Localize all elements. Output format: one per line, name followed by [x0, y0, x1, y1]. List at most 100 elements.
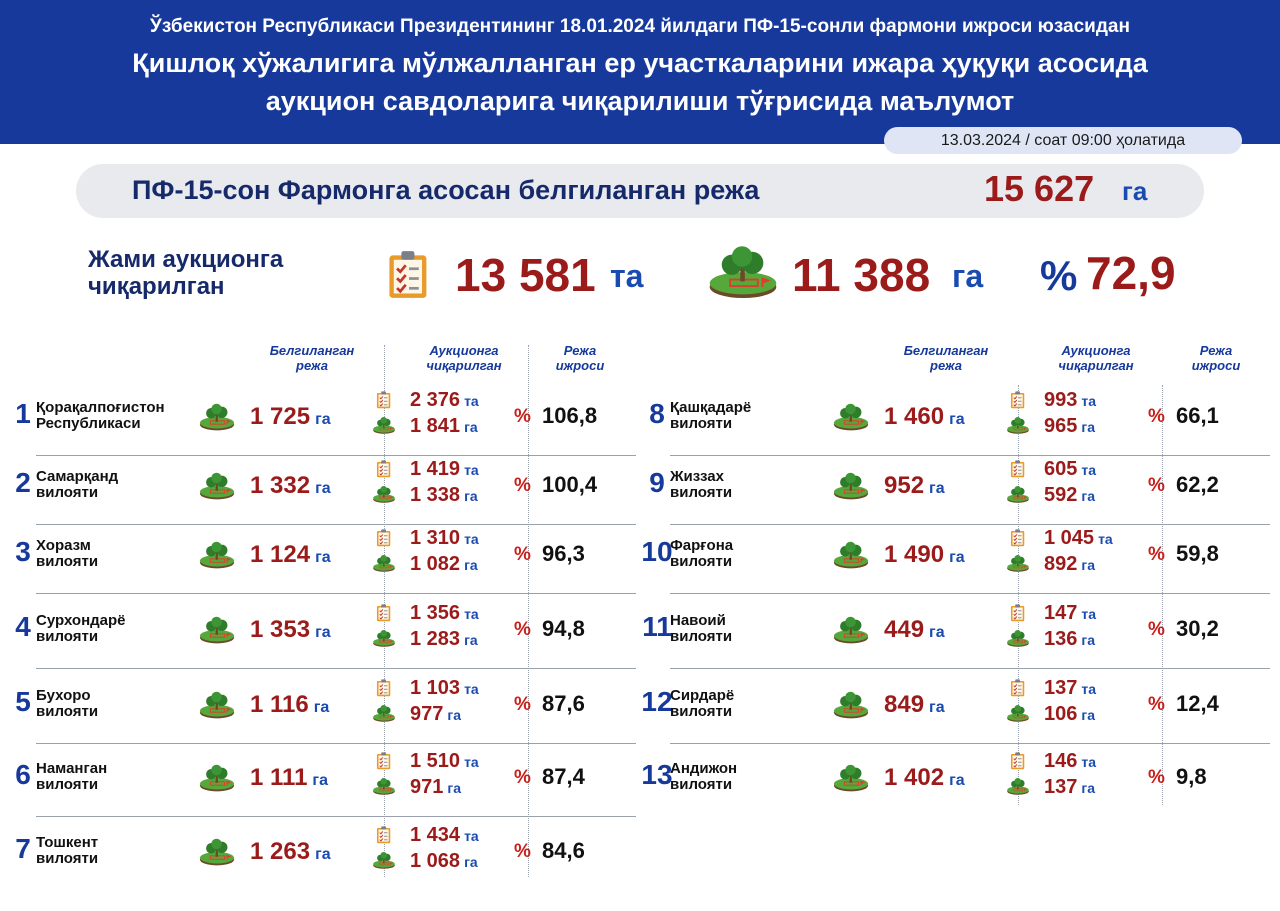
land-plot-icon — [198, 615, 236, 647]
region-row: 2 Самарқанд вилояти 1 332 га 1 419 та 1 338 га% 1… — [6, 452, 646, 525]
region-row: 12 Сирдарё вилояти 849 га 137 та 106 га% 12,4 — [640, 671, 1280, 744]
plan-area: 952 га — [884, 472, 945, 499]
region-row: 5 Бухоро вилояти 1 116 га 1 103 та 977 га% 87,6 — [6, 671, 646, 744]
land-plot-icon — [372, 555, 396, 573]
plan-area: 1 116 га — [250, 691, 330, 718]
total-area-value: 11 388 — [792, 249, 931, 301]
auction-area: 1 068 га — [410, 850, 478, 872]
total-auction-label: Жами аукционга чиқарилган — [88, 246, 284, 300]
land-plot-icon — [372, 630, 396, 648]
row-divider — [670, 743, 1270, 744]
land-plot-icon — [372, 486, 396, 504]
auction-count: 1 356 та — [410, 602, 479, 624]
region-name: Жиззах вилояти — [670, 468, 733, 501]
land-plot-icon — [1006, 555, 1030, 573]
land-plot-icon — [198, 837, 236, 869]
column-divider — [1018, 385, 1019, 805]
region-row: 9 Жиззах вилояти 952 га 605 та 592 га% 62,2 — [640, 452, 1280, 525]
row-number: 11 — [642, 611, 672, 642]
land-plot-icon — [372, 705, 396, 723]
auction-count: 146 та — [1044, 750, 1097, 772]
land-plot-icon — [372, 778, 396, 796]
page-title-line1: Қишлоқ хўжалигига мўлжалланган ер участк… — [132, 48, 1148, 78]
total-percent-value: 72,9 — [1086, 247, 1176, 299]
checklist-document-icon — [1010, 679, 1026, 697]
auction-count: 2 376 та — [410, 389, 479, 411]
execution-percent: 12,4 — [1176, 691, 1219, 716]
col-header-auction-left: Аукционга чиқарилган — [426, 343, 502, 373]
region-name: Тошкент вилояти — [36, 834, 99, 867]
auction-count: 137 та — [1044, 677, 1097, 699]
row-divider — [36, 455, 636, 456]
row-number: 9 — [649, 467, 665, 498]
region-row: 13 Андижон вилояти 1 402 га 146 та 137 га% 9,8 — [640, 744, 1280, 816]
land-plot-icon — [832, 540, 870, 572]
region-name: Қорақалпоғистон Республикаси — [36, 399, 165, 432]
land-plot-icon — [832, 615, 870, 647]
auction-area: 1 338 га — [410, 484, 478, 506]
auction-area: 971 га — [410, 776, 461, 798]
col-header-auction-right: Аукционга чиқарилган — [1058, 343, 1134, 373]
land-plot-icon — [1006, 417, 1030, 435]
plan-area: 1 111 га — [250, 764, 328, 791]
auction-area: 106 га — [1044, 703, 1095, 725]
execution-percent: 87,6 — [542, 691, 585, 716]
auction-area: 1 283 га — [410, 628, 478, 650]
row-divider — [670, 593, 1270, 594]
percent-icon: % — [514, 767, 531, 788]
percent-icon: % — [1148, 694, 1165, 715]
plan-area: 1 124 га — [250, 541, 331, 568]
land-plot-icon — [198, 471, 236, 503]
execution-percent: 96,3 — [542, 541, 585, 566]
region-row: 10 Фарғона вилояти 1 490 га 1 045 та 892 га% 59,8 — [640, 521, 1280, 594]
plan-area: 1 332 га — [250, 472, 331, 499]
row-divider — [36, 593, 636, 594]
region-name: Хоразм вилояти — [36, 537, 99, 570]
row-number: 1 — [15, 398, 31, 429]
percent-icon: % — [1148, 767, 1165, 788]
checklist-document-icon — [1010, 529, 1026, 547]
land-plot-icon — [198, 763, 236, 795]
col-header-plan-left: Белгиланган режа — [269, 343, 355, 373]
region-name: Самарқанд вилояти — [36, 468, 119, 501]
auction-area: 892 га — [1044, 553, 1095, 575]
row-divider — [36, 524, 636, 525]
checklist-document-icon — [376, 752, 392, 770]
auction-count: 1 510 та — [410, 750, 479, 772]
region-name: Бухоро вилояти — [36, 687, 99, 720]
plan-summary-bar: ПФ-15-сон Фармонга асосан белгиланган ре… — [76, 164, 1204, 218]
region-row: 11 Навоий вилояти 449 га 147 та 136 га% 30,2 — [640, 596, 1280, 669]
execution-percent: 30,2 — [1176, 616, 1219, 641]
land-plot-icon — [832, 690, 870, 722]
total-count-unit: та — [610, 258, 644, 294]
auction-area: 137 га — [1044, 776, 1095, 798]
checklist-document-icon — [376, 391, 392, 409]
auction-count: 1 434 та — [410, 824, 479, 846]
execution-percent: 87,4 — [542, 764, 585, 789]
region-name: Фарғона вилояти — [670, 537, 734, 570]
date-badge: 13.03.2024 / соат 09:00 ҳолатида — [884, 127, 1242, 154]
row-divider — [670, 455, 1270, 456]
checklist-document-icon — [1010, 752, 1026, 770]
auction-area: 592 га — [1044, 484, 1095, 506]
region-name: Қашқадарё вилояти — [670, 399, 752, 432]
checklist-document-icon — [376, 679, 392, 697]
row-divider — [36, 743, 636, 744]
execution-percent: 62,2 — [1176, 472, 1219, 497]
row-divider — [36, 816, 636, 817]
row-number: 12 — [641, 686, 673, 717]
land-plot-icon — [198, 540, 236, 572]
land-plot-icon — [1006, 630, 1030, 648]
region-name: Андижон вилояти — [670, 760, 738, 793]
land-plot-icon — [1006, 486, 1030, 504]
land-plot-icon — [832, 763, 870, 795]
auction-area: 1 082 га — [410, 553, 478, 575]
row-number: 7 — [15, 833, 31, 864]
execution-percent: 94,8 — [542, 616, 585, 641]
percent-icon: % — [1148, 544, 1165, 565]
execution-percent: 9,8 — [1176, 764, 1207, 789]
plan-unit: га — [1122, 176, 1148, 206]
percent-icon: % — [514, 841, 531, 862]
plan-area: 1 263 га — [250, 838, 331, 865]
column-divider — [1162, 385, 1163, 805]
